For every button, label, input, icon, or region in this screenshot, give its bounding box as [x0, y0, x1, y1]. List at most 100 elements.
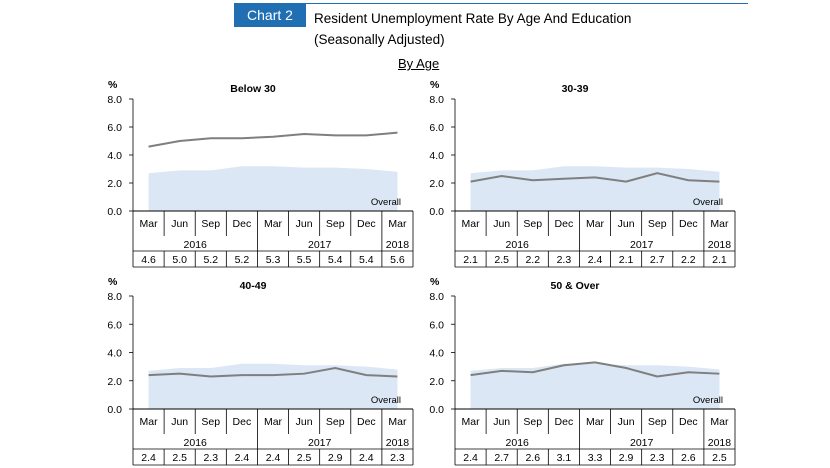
data-value-label: 2.3 [390, 452, 405, 464]
data-value-label: 2.3 [203, 452, 218, 464]
data-value-label: 5.4 [359, 254, 374, 266]
y-tick-label: 4.0 [429, 348, 444, 360]
x-tick-label: Mar [140, 218, 159, 230]
data-value-label: 2.3 [557, 254, 572, 266]
x-tick-label: Dec [679, 416, 698, 428]
x-tick-label: Sep [201, 416, 220, 428]
overall-area [149, 166, 398, 211]
data-value-label: 2.5 [494, 254, 509, 266]
y-tick-label: 0.0 [429, 206, 444, 218]
overall-area [471, 166, 720, 211]
data-value-label: 2.9 [328, 452, 343, 464]
x-tick-label: Mar [140, 416, 159, 428]
x-tick-label: Sep [523, 416, 542, 428]
page: Chart 2 Resident Unemployment Rate By Ag… [0, 0, 830, 468]
x-tick-label: Jun [171, 416, 188, 428]
y-tick-label: 2.0 [429, 376, 444, 388]
overall-area [149, 364, 398, 409]
x-tick-label: Mar [264, 218, 283, 230]
panel-title: 30-39 [562, 83, 589, 95]
y-tick-label: 0.0 [107, 206, 122, 218]
y-tick-label: 2.0 [429, 178, 444, 190]
data-value-label: 2.5 [297, 452, 312, 464]
panel-title: Below 30 [230, 83, 276, 95]
x-tick-label: Dec [555, 218, 574, 230]
x-tick-label: Dec [679, 218, 698, 230]
data-value-label: 2.4 [359, 452, 374, 464]
y-axis-unit-label: % [108, 276, 118, 288]
data-value-label: 3.1 [557, 452, 572, 464]
x-tick-label: Mar [388, 416, 407, 428]
year-label: 2016 [506, 437, 530, 449]
y-axis-unit-label: % [108, 79, 118, 91]
year-label: 2017 [630, 437, 654, 449]
x-tick-label: Dec [357, 416, 376, 428]
data-value-label: 2.7 [494, 452, 509, 464]
data-value-label: 4.6 [141, 254, 156, 266]
y-tick-label: 6.0 [429, 122, 444, 134]
data-value-label: 2.3 [650, 452, 665, 464]
y-tick-label: 6.0 [107, 319, 122, 331]
data-value-label: 5.6 [390, 254, 405, 266]
data-value-label: 2.1 [619, 254, 634, 266]
x-tick-label: Jun [618, 416, 635, 428]
x-tick-label: Jun [493, 416, 510, 428]
y-tick-label: 4.0 [107, 150, 122, 162]
overall-label: Overall [693, 395, 723, 406]
data-value-label: 2.2 [525, 254, 540, 266]
y-tick-label: 0.0 [429, 404, 444, 416]
data-value-label: 2.4 [463, 452, 478, 464]
data-value-label: 5.0 [172, 254, 187, 266]
year-label: 2017 [308, 239, 332, 251]
x-tick-label: Mar [388, 218, 407, 230]
data-value-label: 2.2 [681, 254, 696, 266]
chart-panel-3: 0.0 2.0 4.0 6.0 8.0% 40-49 Overall Mar Jun Sep Dec… [107, 276, 413, 465]
year-label: 2016 [184, 437, 208, 449]
y-tick-label: 8.0 [107, 291, 122, 303]
x-tick-label: Sep [523, 218, 542, 230]
data-value-label: 5.4 [328, 254, 343, 266]
x-tick-label: Mar [462, 416, 481, 428]
x-tick-label: Mar [462, 218, 481, 230]
year-label: 2018 [386, 437, 410, 449]
charts-canvas: 0.0 2.0 4.0 6.0 8.0% Below 30 Overall Mar Jun Sep… [0, 0, 830, 468]
data-value-label: 2.1 [463, 254, 478, 266]
y-axis-unit-label: % [430, 276, 440, 288]
year-label: 2018 [708, 437, 732, 449]
data-value-label: 2.6 [525, 452, 540, 464]
data-value-label: 2.7 [650, 254, 665, 266]
y-tick-label: 8.0 [107, 94, 122, 106]
data-value-label: 2.4 [235, 452, 250, 464]
series-line [149, 133, 398, 147]
x-tick-label: Sep [326, 416, 345, 428]
y-tick-label: 2.0 [107, 178, 122, 190]
panel-title: 40-49 [240, 280, 267, 292]
chart-panel-1: 0.0 2.0 4.0 6.0 8.0% Below 30 Overall Mar Jun Sep… [107, 79, 413, 267]
data-value-label: 3.3 [588, 452, 603, 464]
data-value-label: 2.4 [588, 254, 603, 266]
x-tick-label: Mar [710, 218, 729, 230]
x-tick-label: Sep [201, 218, 220, 230]
data-value-label: 2.4 [141, 452, 156, 464]
data-value-label: 2.5 [172, 452, 187, 464]
y-tick-label: 2.0 [107, 376, 122, 388]
overall-label: Overall [371, 197, 401, 208]
y-tick-label: 4.0 [107, 348, 122, 360]
overall-label: Overall [371, 395, 401, 406]
data-value-label: 2.5 [712, 452, 727, 464]
y-tick-label: 8.0 [429, 291, 444, 303]
y-tick-label: 0.0 [107, 404, 122, 416]
data-value-label: 5.2 [203, 254, 218, 266]
y-tick-label: 8.0 [429, 94, 444, 106]
x-tick-label: Sep [326, 218, 345, 230]
data-value-label: 5.3 [266, 254, 281, 266]
data-value-label: 5.2 [235, 254, 250, 266]
x-tick-label: Dec [555, 416, 574, 428]
year-label: 2017 [308, 437, 332, 449]
data-value-label: 2.9 [619, 452, 634, 464]
x-tick-label: Jun [493, 218, 510, 230]
data-value-label: 2.1 [712, 254, 727, 266]
x-tick-label: Mar [586, 218, 605, 230]
x-tick-label: Mar [264, 416, 283, 428]
year-label: 2018 [708, 239, 732, 251]
